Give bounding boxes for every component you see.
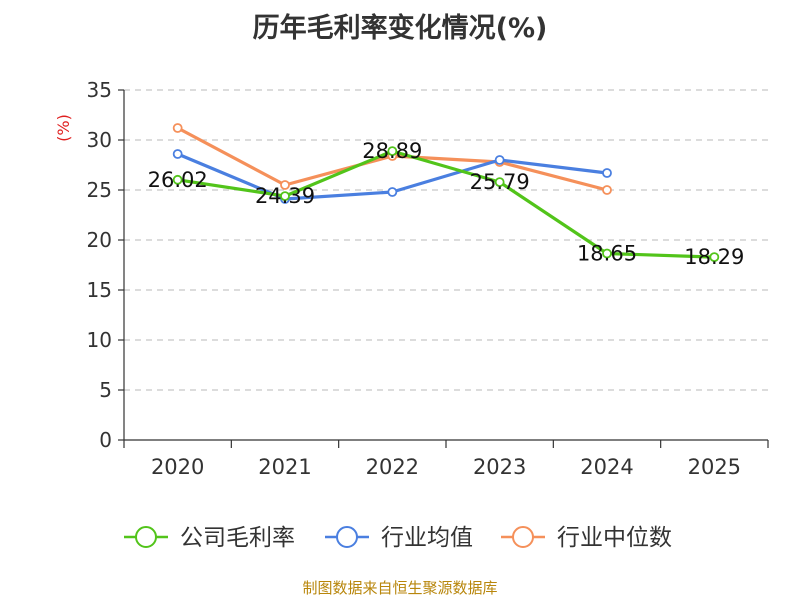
legend-marker — [336, 526, 358, 548]
legend-label: 行业中位数 — [557, 525, 672, 551]
series-lines — [172, 123, 720, 263]
legend-label: 行业均值 — [381, 525, 473, 551]
y-tick-label: 35 — [87, 78, 112, 102]
data-point — [172, 174, 183, 185]
series-0 — [172, 146, 720, 263]
data-label: 24.39 — [255, 184, 315, 208]
y-axis-label: (%) — [54, 114, 73, 142]
data-point — [387, 146, 398, 157]
y-tick-label: 15 — [87, 278, 112, 302]
data-point — [494, 155, 505, 165]
data-point — [709, 252, 720, 263]
legend-label: 公司毛利率 — [180, 525, 295, 551]
data-point — [494, 177, 505, 188]
y-tick-label: 0 — [99, 428, 112, 452]
data-point — [602, 168, 612, 178]
data-point — [172, 123, 183, 133]
legend-item-0: 公司毛利率 — [124, 525, 295, 551]
legend-item-2: 行业中位数 — [501, 525, 672, 551]
y-tick-label: 25 — [87, 178, 112, 202]
legend-item-1: 行业均值 — [325, 525, 473, 551]
x-tick-label: 2023 — [473, 455, 526, 479]
data-point — [280, 180, 290, 190]
grid-lines — [124, 89, 768, 391]
legend-marker — [135, 526, 157, 548]
chart-title: 历年毛利率变化情况(%) — [252, 13, 548, 44]
x-tick-label: 2021 — [258, 455, 311, 479]
y-tick-label: 20 — [87, 228, 112, 252]
data-point — [602, 248, 612, 259]
data-point — [280, 191, 290, 202]
x-tick-label: 2020 — [151, 455, 204, 479]
legend: 公司毛利率 行业均值 行业中位数 — [124, 525, 672, 551]
data-label: 28.89 — [362, 139, 422, 163]
data-labels: 26.02 24.39 28.89 25.79 18.65 18.29 — [148, 139, 745, 269]
source-note: 制图数据来自恒生聚源数据库 — [302, 579, 498, 597]
data-label: 18.65 — [577, 242, 637, 266]
data-point — [172, 149, 183, 159]
y-tick-label: 30 — [87, 128, 112, 152]
data-point — [387, 187, 398, 197]
data-label: 25.79 — [470, 170, 530, 194]
data-label: 26.02 — [148, 168, 208, 192]
x-tick-label: 2025 — [688, 455, 741, 479]
legend-marker — [512, 526, 534, 548]
data-label: 18.29 — [684, 245, 744, 269]
x-tick-label: 2024 — [580, 455, 633, 479]
series-line — [177, 149, 715, 259]
y-tick-label: 10 — [87, 328, 112, 352]
x-tick-label: 2022 — [366, 455, 419, 479]
data-point — [602, 185, 612, 195]
y-tick-label: 5 — [99, 378, 112, 402]
